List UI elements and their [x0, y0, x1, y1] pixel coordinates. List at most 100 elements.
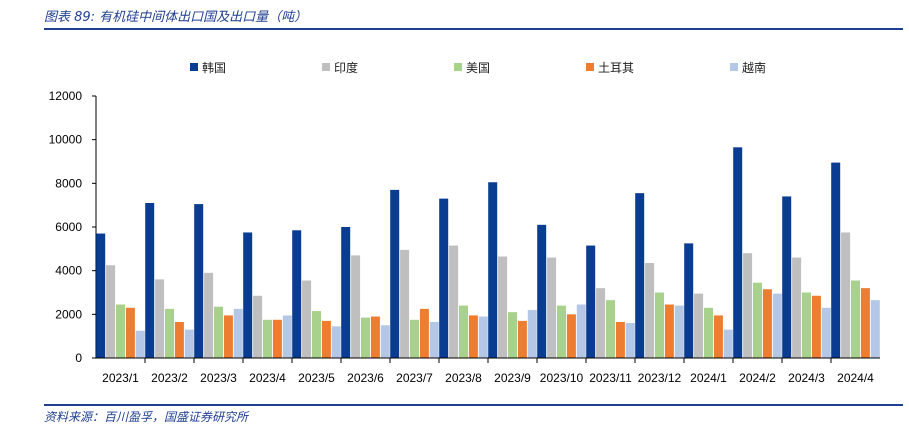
x-tick-label: 2023/10: [540, 371, 584, 385]
bar-1-2023/5: [302, 280, 312, 358]
bar-3-2023/7: [419, 308, 429, 358]
bar-2-2023/3: [214, 306, 223, 358]
x-tick-label: 2023/5: [298, 371, 335, 385]
bar-1-2023/7: [400, 249, 410, 358]
bar-1-2023/6: [351, 255, 361, 358]
bar-4-2023/4: [282, 315, 292, 358]
bar-0-2023/12: [635, 193, 645, 358]
bar-0-2023/10: [537, 224, 547, 358]
x-tick-label: 2023/7: [396, 371, 433, 385]
legend-label-3: 土耳其: [598, 61, 634, 75]
bar-4-2024/1: [723, 329, 733, 358]
bar-0-2023/6: [341, 227, 351, 358]
x-tick-label: 2024/2: [739, 371, 776, 385]
y-tick-label: 12000: [49, 89, 83, 103]
bar-1-2023/8: [449, 245, 459, 358]
x-tick-label: 2023/4: [249, 371, 286, 385]
legend-label-0: 韩国: [202, 60, 226, 75]
bar-1-2023/9: [498, 256, 508, 358]
bar-0-2024/3: [782, 196, 792, 358]
y-tick-label: 2000: [55, 307, 82, 321]
bar-2-2023/4: [263, 319, 272, 358]
bar-1-2023/2: [155, 279, 165, 358]
bar-4-2023/7: [429, 321, 439, 358]
bar-1-2023/12: [645, 263, 655, 358]
bar-0-2023/9: [488, 182, 498, 358]
bar-2-2024/2: [753, 282, 762, 358]
bar-4-2024/4: [870, 300, 880, 358]
bar-4-2023/9: [527, 309, 537, 358]
x-tick-label: 2024/1: [690, 371, 727, 385]
bar-1-2024/1: [694, 293, 704, 358]
bar-2-2023/6: [361, 317, 370, 358]
x-tick-label: 2023/6: [347, 371, 384, 385]
x-tick-label: 2023/12: [638, 371, 682, 385]
bar-4-2023/12: [674, 305, 684, 358]
bar-1-2023/11: [596, 288, 606, 358]
bar-3-2023/6: [370, 316, 380, 358]
x-tick-label: 2024/4: [837, 371, 874, 385]
bar-2-2023/11: [606, 300, 615, 358]
bar-4-2023/1: [135, 330, 145, 358]
bar-3-2023/5: [321, 320, 331, 358]
bar-2-2024/4: [851, 280, 860, 358]
x-tick-label: 2023/2: [151, 371, 188, 385]
source-note: 资料来源：百川盈孚，国盛证券研究所: [44, 410, 249, 424]
bar-4-2023/6: [380, 325, 390, 358]
x-tick-label: 2023/1: [102, 371, 139, 385]
bar-2-2023/12: [655, 292, 664, 358]
bar-0-2023/7: [390, 189, 400, 358]
legend-label-2: 美国: [466, 61, 490, 75]
y-tick-label: 10000: [49, 133, 83, 147]
y-tick-label: 6000: [55, 220, 82, 234]
x-tick-label: 2023/9: [494, 371, 531, 385]
legend-swatch-0: [190, 63, 198, 71]
bar-2-2023/10: [557, 305, 566, 358]
x-axis: 2023/1 2023/2 2023/3 2023/4 2023/5 2023/6 2023…: [96, 357, 880, 385]
legend-label-4: 越南: [742, 60, 766, 75]
y-tick-label: 0: [75, 351, 82, 365]
bar-1-2023/1: [106, 265, 116, 358]
bar-1-2023/3: [204, 272, 214, 358]
bar-4-2023/10: [576, 304, 586, 358]
bar-3-2023/1: [125, 307, 135, 358]
bar-0-2024/1: [684, 243, 694, 358]
y-axis: 0 2000 4000 6000 8000 10000 12000: [49, 89, 97, 365]
source-rule: [44, 404, 903, 406]
bar-2-2023/8: [459, 305, 468, 358]
bar-4-2023/3: [233, 308, 243, 358]
bar-3-2024/1: [713, 315, 723, 358]
legend-label-1: 印度: [334, 60, 358, 75]
bar-0-2023/2: [145, 202, 155, 358]
bar-1-2023/4: [253, 295, 263, 358]
bar-3-2023/8: [468, 315, 478, 358]
bar-4-2023/8: [478, 316, 488, 358]
bar-2-2023/5: [312, 311, 321, 358]
bar-0-2023/4: [243, 232, 253, 358]
bar-3-2023/3: [223, 315, 233, 358]
bar-2-2024/3: [802, 292, 811, 358]
bar-3-2023/9: [517, 320, 527, 358]
bar-3-2023/12: [664, 304, 674, 358]
bar-1-2024/4: [841, 232, 851, 358]
chart-legend: 韩国 印度 美国 土耳其 越南: [190, 60, 766, 75]
bar-4-2023/5: [331, 326, 341, 358]
figure-title: 图表 89: 有机硅中间体出口国及出口量（吨）: [44, 10, 308, 25]
bar-3-2023/2: [174, 321, 184, 358]
bar-0-2024/4: [831, 162, 841, 358]
bar-3-2023/4: [272, 319, 282, 358]
bar-0-2023/11: [586, 245, 596, 358]
bar-1-2024/2: [743, 253, 753, 358]
bar-3-2023/11: [615, 321, 625, 358]
bar-2-2023/2: [165, 308, 174, 358]
bar-2-2023/1: [116, 304, 125, 358]
bar-0-2023/8: [439, 198, 449, 358]
legend-swatch-3: [586, 63, 594, 71]
x-tick-label: 2024/3: [788, 371, 825, 385]
bar-4-2023/2: [184, 329, 194, 358]
bar-2-2024/1: [704, 307, 713, 358]
bar-0-2024/2: [733, 147, 743, 358]
bar-2-2023/7: [410, 319, 419, 358]
bar-0-2023/1: [96, 233, 106, 358]
